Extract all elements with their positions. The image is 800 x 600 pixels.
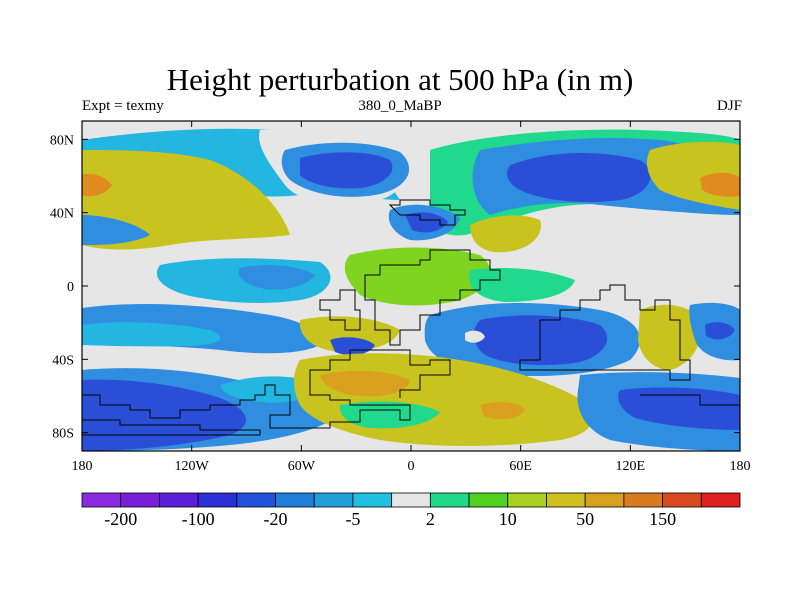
y-tick-label: 40N — [50, 207, 74, 222]
contour-region — [405, 212, 448, 233]
colorbar: -200 -100 -20 -5 2 10 50 150 — [81, 492, 741, 529]
colorbar-swatch — [352, 492, 393, 508]
contour-field — [82, 121, 740, 451]
contour-region — [705, 322, 735, 340]
contour-region — [469, 268, 575, 302]
colorbar-label: 10 — [499, 509, 517, 529]
y-tick-label: 80N — [50, 133, 74, 148]
colorbar-swatch — [546, 492, 586, 508]
contour-region — [700, 172, 740, 197]
colorbar-label: -5 — [345, 509, 360, 529]
contour-region — [82, 173, 112, 197]
coastline-africa-gondwana — [364, 249, 501, 346]
contour-region — [480, 402, 525, 420]
coastlines — [82, 199, 740, 436]
y-tick-label: 40S — [52, 353, 74, 368]
season-label: DJF — [716, 98, 742, 114]
colorbar-label: 2 — [426, 509, 435, 529]
coastline-north-africa-europe — [388, 199, 466, 226]
colorbar-swatch — [313, 492, 354, 508]
colorbar-label: -200 — [104, 509, 137, 529]
contour-region — [339, 401, 440, 429]
contour-region — [300, 152, 393, 189]
coastline-antarctic — [82, 419, 261, 436]
colorbar-label: -100 — [182, 509, 215, 529]
colorbar-swatch — [507, 492, 547, 508]
x-tick-label: 120W — [175, 459, 210, 474]
coastline-southern-gondwana — [82, 349, 451, 429]
colorbar-label: 50 — [576, 509, 594, 529]
experiment-label: Expt = texmy — [82, 98, 164, 114]
colorbar-swatch — [468, 492, 509, 508]
colorbar-swatch — [429, 492, 470, 508]
contour-region — [82, 322, 221, 347]
map-title: Height perturbation at 500 hPa (in m) — [166, 62, 634, 97]
colorbar-swatch — [275, 492, 315, 508]
colorbar-label: 150 — [649, 509, 676, 529]
y-tick-label: 0 — [67, 280, 74, 295]
x-tick-label: 180 — [72, 459, 93, 474]
coastline-west-gondwana — [319, 289, 361, 331]
contour-region — [465, 330, 485, 343]
contour-region — [82, 379, 247, 451]
contour-region — [618, 387, 740, 430]
contour-region — [320, 370, 410, 397]
contour-region — [330, 337, 375, 356]
colorbar-swatch — [197, 492, 238, 508]
colorbar-label: -20 — [264, 509, 288, 529]
contour-region — [638, 304, 701, 370]
contour-region — [507, 153, 651, 202]
contour-region — [82, 150, 290, 250]
x-tick-label: 60E — [509, 459, 532, 474]
x-tick-label: 60W — [288, 459, 316, 474]
contour-region — [470, 215, 541, 253]
colorbar-swatch — [584, 492, 625, 508]
colorbar-swatch — [81, 492, 122, 508]
contour-region — [82, 215, 150, 245]
colorbar-swatch — [700, 492, 741, 508]
y-axis: 80N 40N 0 40S 80S — [50, 133, 740, 442]
x-axis: 180 120W 60W 0 60E 120E 180 — [72, 121, 751, 474]
contour-region — [344, 247, 491, 306]
x-tick-label: 120E — [616, 459, 646, 474]
x-tick-label: 0 — [408, 459, 415, 474]
coastline-south-east — [640, 394, 740, 406]
colorbar-swatch — [662, 492, 702, 508]
colorbar-swatch — [236, 492, 276, 508]
colorbar-swatch — [391, 492, 431, 508]
coastline-eastern-gondwana — [519, 284, 691, 381]
colorbar-swatch — [159, 492, 199, 508]
x-tick-label: 180 — [730, 459, 751, 474]
colorbar-swatch — [623, 492, 663, 508]
y-tick-label: 80S — [52, 427, 74, 442]
period-label: 380_0_MaBP — [358, 98, 442, 114]
contour-region — [238, 265, 315, 290]
colorbar-swatch — [120, 492, 160, 508]
